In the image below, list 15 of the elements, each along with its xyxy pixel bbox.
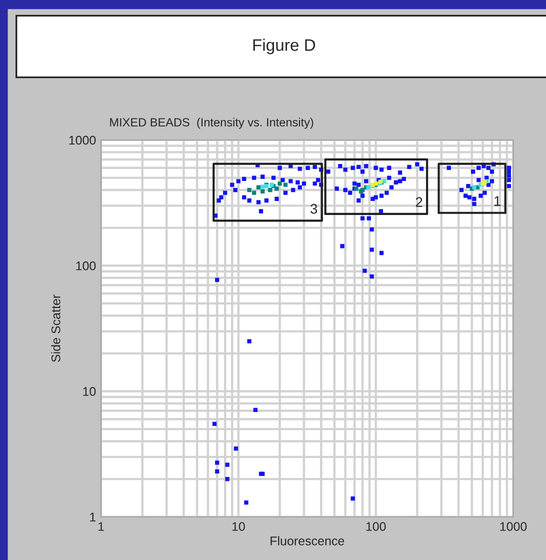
annotation: 1: [494, 196, 500, 206]
x-tick-label: 1000: [500, 522, 527, 531]
chart-title: Figure D: [253, 38, 316, 54]
annotation: 2: [416, 197, 422, 207]
x-tick-label: 10: [232, 522, 245, 531]
y-tick-label: 1000: [69, 136, 96, 145]
x-tick-label: 1: [98, 522, 104, 531]
y-tick-label: 100: [76, 261, 96, 270]
x-axis-title: Fluorescence: [270, 536, 344, 546]
y-tick-label: 10: [83, 387, 96, 396]
chart-subtitle: MIXED BEADS (Intensity vs. Intensity): [110, 118, 314, 129]
x-tick-label: 100: [366, 522, 386, 531]
y-tick-label: 1: [90, 512, 96, 522]
annotation: 3: [310, 204, 318, 214]
y-axis-title: Side Scatter: [51, 294, 60, 362]
